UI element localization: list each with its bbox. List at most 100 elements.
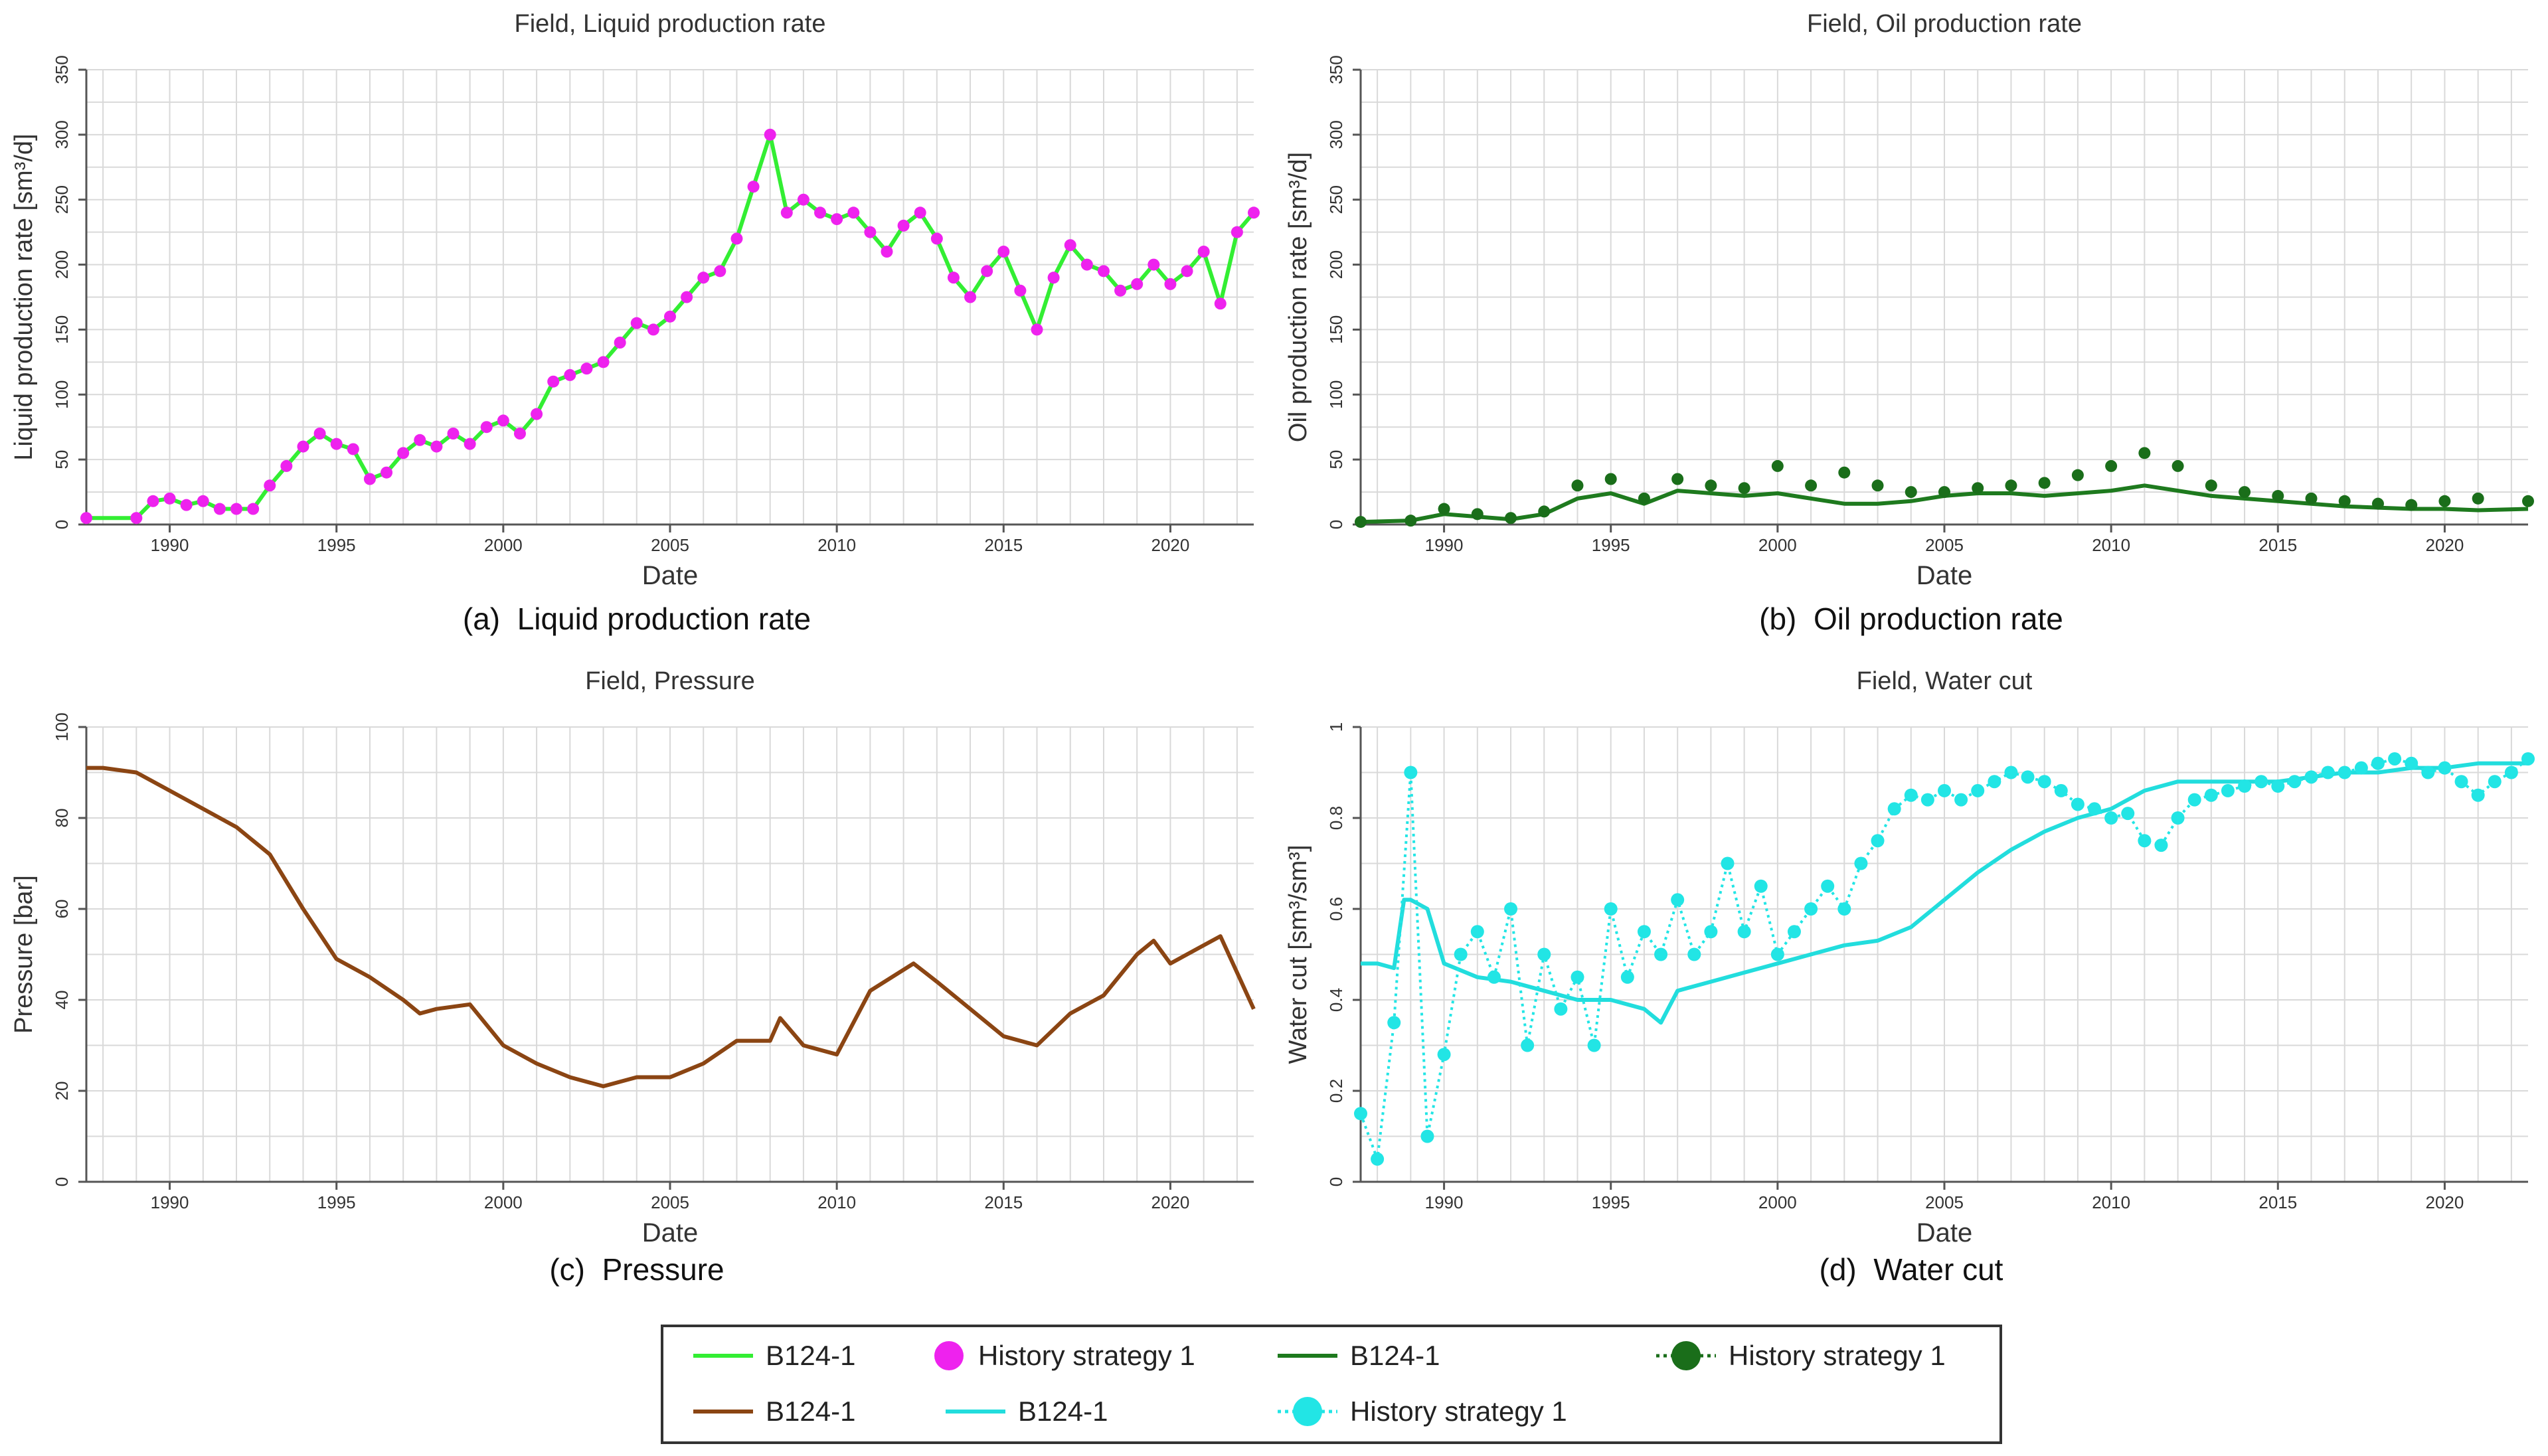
x-tick-label: 2015	[984, 535, 1023, 555]
data-point	[2171, 811, 2185, 825]
chart-title: Field, Water cut	[1857, 667, 2033, 695]
legend-marker-icon	[934, 1341, 964, 1370]
data-point	[447, 428, 460, 440]
legend-line-icon	[1278, 1354, 1337, 1358]
data-point	[2454, 775, 2468, 789]
data-point	[230, 503, 243, 515]
data-point	[1954, 793, 1968, 807]
x-tick-label: 2010	[2092, 1192, 2130, 1212]
liquid-rate-chart: Field, Liquid production rate 1990 1995 200…	[10, 10, 1260, 590]
x-tick-label: 2010	[817, 1192, 856, 1212]
data-point	[2471, 788, 2485, 802]
caption-pressure: (c) Pressure	[0, 1252, 1274, 1287]
legend-line-icon	[946, 1410, 1005, 1414]
chart-panel-oil: Field, Oil production rate 1990 1995 2000 20…	[1274, 0, 2548, 664]
caption-oil: (b) Oil production rate	[1274, 601, 2548, 637]
data-point	[2121, 807, 2135, 821]
caption-tag: (d)	[1819, 1252, 1857, 1287]
data-point	[2138, 834, 2152, 848]
data-point	[780, 206, 793, 219]
y-tick-label: 350	[1326, 55, 1346, 84]
series-line	[86, 766, 1256, 1089]
data-point	[163, 492, 176, 505]
series	[1354, 752, 2535, 1166]
data-point	[2472, 492, 2484, 505]
data-point	[1355, 516, 1367, 528]
data-point	[1538, 505, 1551, 518]
data-point	[1470, 925, 1484, 939]
data-point	[1047, 272, 1060, 284]
data-point	[363, 473, 376, 485]
data-point	[1164, 278, 1177, 290]
x-tick-label: 2000	[484, 535, 523, 555]
data-point	[1871, 834, 1885, 848]
data-point	[1147, 258, 1160, 271]
data-point	[697, 272, 710, 284]
legend-label: B124-1	[1350, 1340, 1440, 1371]
data-point	[1521, 1038, 1535, 1052]
data-point	[1231, 226, 1243, 238]
data-point	[414, 434, 426, 446]
data-point	[1704, 925, 1718, 939]
y-tick-label: 100	[52, 380, 72, 409]
data-point	[297, 440, 309, 453]
y-tick-label: 0	[52, 1177, 72, 1186]
series	[86, 766, 1256, 1089]
legend-item: B124-1	[1274, 1333, 1440, 1379]
data-point	[2271, 779, 2285, 793]
data-point	[1804, 902, 1818, 916]
data-point	[1787, 925, 1801, 939]
x-tick-label: 2020	[2426, 535, 2464, 555]
data-point	[2038, 477, 2051, 489]
x-tick-label: 1995	[317, 535, 356, 555]
chart-title: Field, Liquid production rate	[515, 10, 826, 38]
pressure-chart: Field, Pressure 1990 1995 2000 2005 2010 2015 2…	[10, 667, 1256, 1248]
data-point	[2005, 479, 2017, 492]
x-tick-label: 2005	[651, 1192, 689, 1212]
data-point	[1871, 479, 1884, 492]
data-point	[381, 466, 393, 479]
data-point	[1031, 323, 1043, 336]
data-point	[1438, 503, 1450, 515]
chart-panel-liquid: Field, Liquid production rate 1990 1995 200…	[0, 0, 1274, 664]
data-point	[2405, 756, 2419, 770]
data-point	[1080, 258, 1093, 271]
chart-title: Field, Oil production rate	[1807, 10, 2082, 38]
x-tick-label: 1990	[151, 1192, 189, 1212]
y-tick-label: 100	[52, 712, 72, 741]
x-tick-label: 2015	[2258, 535, 2297, 555]
grid	[86, 726, 1254, 1182]
data-point	[981, 265, 993, 278]
x-tick-label: 2015	[984, 1192, 1023, 1212]
x-tick-label: 2000	[1758, 535, 1797, 555]
data-point	[1671, 473, 1684, 485]
chart-title: Field, Pressure	[585, 667, 755, 695]
data-point	[2521, 752, 2535, 766]
legend-item: History strategy 1	[929, 1333, 1195, 1379]
data-point	[1620, 970, 1634, 984]
data-point	[797, 193, 809, 206]
y-tick-label: 300	[1326, 120, 1346, 149]
legend-item: History strategy 1	[1653, 1333, 1946, 1379]
x-tick-label: 2015	[2258, 1192, 2297, 1212]
legend-label: B124-1	[766, 1396, 856, 1427]
data-point	[1554, 1002, 1568, 1016]
grid	[1361, 69, 2528, 525]
data-point	[1938, 486, 1950, 499]
data-point	[564, 368, 576, 381]
data-point	[347, 443, 359, 455]
data-point	[2371, 497, 2384, 510]
data-point	[147, 495, 159, 507]
y-tick-label: 0.2	[1326, 1079, 1346, 1103]
data-point	[2054, 783, 2068, 797]
x-axis-label: Date	[1916, 1218, 1973, 1248]
data-point	[513, 428, 526, 440]
x-tick-label: 2020	[2426, 1192, 2464, 1212]
legend-line-icon	[693, 1410, 753, 1414]
data-point	[714, 265, 726, 278]
data-point	[2288, 775, 2302, 789]
data-point	[1437, 1048, 1451, 1062]
caption-text: Liquid production rate	[517, 602, 811, 636]
data-point	[997, 246, 1010, 258]
x-tick-label: 1995	[317, 1192, 356, 1212]
